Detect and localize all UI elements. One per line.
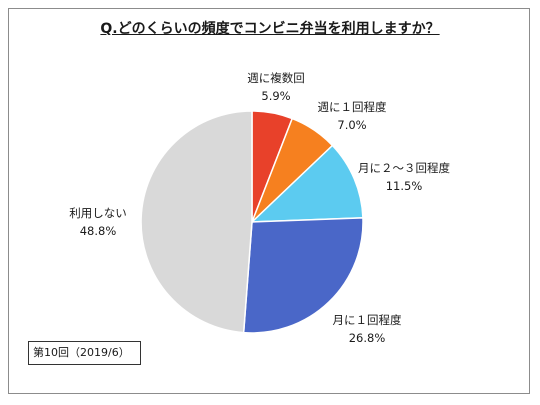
slice-category-label: 週に複数回 bbox=[247, 71, 305, 85]
slice-value-label: 5.9% bbox=[261, 89, 290, 103]
slice-category-label: 利用しない bbox=[69, 206, 127, 220]
pie-labels: 週に複数回 5.9% 週に１回程度 7.0% 月に２～３回程度 11.5% 月に１回程度 26… bbox=[69, 71, 450, 345]
slice-category-label: 週に１回程度 bbox=[318, 100, 387, 114]
slice-value-label: 48.8% bbox=[80, 224, 117, 238]
slice-category-label: 月に２～３回程度 bbox=[358, 161, 450, 175]
slice-value-label: 7.0% bbox=[337, 118, 366, 132]
pie-slice bbox=[250, 144, 364, 223]
slice-value-label: 11.5% bbox=[386, 179, 423, 193]
pie-slice bbox=[140, 110, 253, 334]
pie-slices bbox=[140, 110, 364, 334]
chart-title: Q.どのくらいの頻度でコンビニ弁当を利用しますか？ bbox=[100, 21, 440, 37]
pie-slice bbox=[242, 217, 364, 334]
slice-value-label: 26.8% bbox=[349, 331, 386, 345]
survey-round-note: 第10回（2019/6） bbox=[28, 341, 141, 365]
slice-category-label: 月に１回程度 bbox=[333, 313, 402, 327]
